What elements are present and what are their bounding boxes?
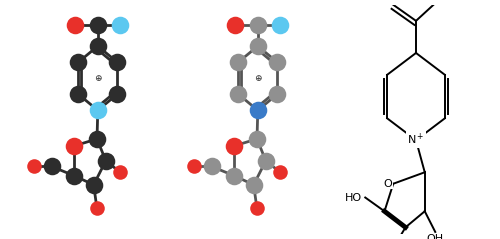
Point [276, 170, 284, 174]
Point [93, 137, 101, 141]
Text: O: O [384, 179, 392, 189]
Point [113, 60, 121, 64]
Point [234, 60, 242, 64]
Point [253, 206, 261, 210]
Point [273, 92, 281, 96]
Point [253, 137, 261, 141]
Point [94, 23, 102, 27]
Point [30, 164, 38, 168]
Point [48, 164, 56, 168]
Point [94, 44, 102, 48]
Point [116, 170, 124, 174]
Point [254, 109, 262, 112]
Point [72, 23, 80, 27]
Point [254, 44, 262, 48]
Point [70, 144, 78, 148]
Point [254, 23, 262, 27]
Text: O: O [382, 0, 390, 2]
Point [93, 206, 101, 210]
Point [262, 159, 270, 163]
Point [250, 183, 258, 187]
Point [116, 23, 124, 27]
Text: ⊕: ⊕ [94, 74, 102, 83]
Point [113, 92, 121, 96]
Point [230, 174, 238, 178]
Point [74, 60, 82, 64]
Point [208, 164, 216, 168]
Text: OH: OH [426, 234, 444, 239]
Text: NH$_2$: NH$_2$ [437, 0, 460, 2]
Point [74, 92, 82, 96]
Point [232, 23, 239, 27]
Point [234, 92, 242, 96]
Text: HO: HO [344, 192, 362, 202]
Point [94, 109, 102, 112]
Text: N$^+$: N$^+$ [407, 131, 425, 147]
Text: ⊕: ⊕ [254, 74, 262, 83]
Point [102, 159, 110, 163]
Point [90, 183, 98, 187]
Point [230, 144, 238, 148]
Point [273, 60, 281, 64]
Point [190, 164, 198, 168]
Point [70, 174, 78, 178]
Point [276, 23, 284, 27]
